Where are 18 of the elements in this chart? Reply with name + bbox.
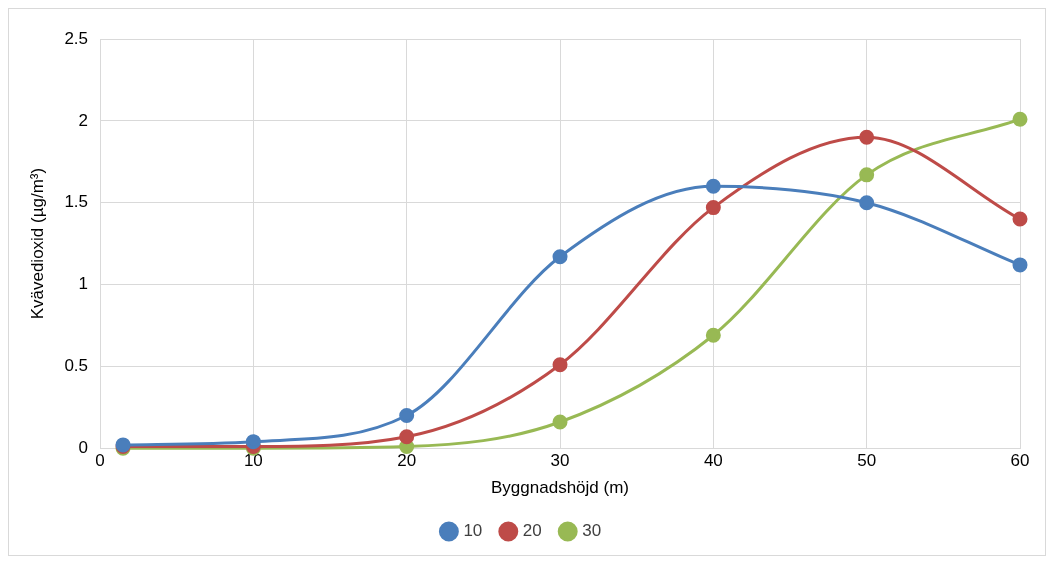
- y-axis-title: Kvävedioxid (µg/m³): [27, 167, 47, 320]
- legend-label: 10: [463, 521, 483, 541]
- x-tick-label: 60: [1010, 451, 1030, 471]
- x-tick-label: 20: [397, 451, 417, 471]
- x-tick-label: 10: [243, 451, 263, 471]
- x-tick-label: 30: [550, 451, 570, 471]
- y-tick-label: 2: [78, 110, 89, 130]
- x-tick-label: 40: [703, 451, 723, 471]
- y-tick-label: 1: [78, 274, 89, 294]
- y-tick-label: 0: [78, 437, 89, 457]
- y-tick-label: 1.5: [64, 192, 89, 212]
- y-tick-label: 2.5: [64, 28, 89, 48]
- legend-label: 20: [522, 521, 542, 541]
- legend-label: 30: [582, 521, 602, 541]
- x-axis-title: Byggnadshöjd (m): [491, 478, 629, 498]
- y-tick-label: 0.5: [64, 356, 89, 376]
- x-tick-label: 50: [857, 451, 877, 471]
- x-tick-label: 0: [95, 451, 105, 471]
